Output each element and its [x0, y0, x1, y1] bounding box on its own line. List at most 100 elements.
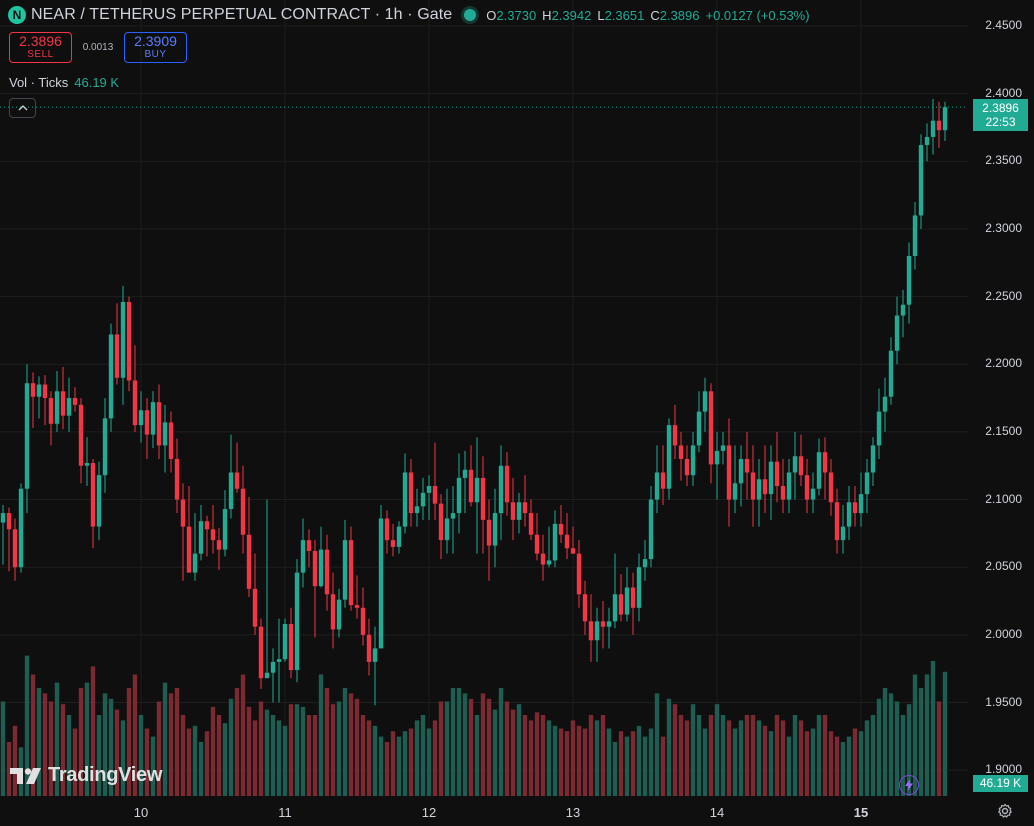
volume-bar — [534, 712, 540, 796]
candle-body — [132, 380, 138, 426]
candle-body — [810, 488, 816, 500]
volume-bar — [426, 728, 432, 796]
volume-bar — [84, 682, 90, 796]
candle-body — [288, 624, 294, 671]
buy-button[interactable]: 2.3909 BUY — [124, 32, 187, 63]
candle-body — [24, 383, 30, 489]
candle-body — [510, 502, 516, 520]
price-tick: 2.3000 — [985, 220, 1022, 235]
candle-body — [630, 587, 636, 608]
candle-body — [582, 594, 588, 622]
volume-bars — [0, 655, 948, 796]
candle-body — [456, 477, 462, 514]
candle-body — [276, 659, 282, 662]
time-tick: 13 — [565, 805, 581, 820]
candle-body — [756, 479, 762, 500]
settings-gear-icon[interactable] — [997, 803, 1013, 819]
candle-body — [798, 456, 804, 476]
volume-bar — [180, 715, 186, 796]
candle-body — [156, 402, 162, 446]
volume-bar — [888, 693, 894, 796]
volume-bar — [168, 693, 174, 796]
current-price-value: 2.3896 — [982, 101, 1019, 115]
volume-bar — [336, 701, 342, 796]
ohlc-close: C2.3896 — [650, 7, 700, 23]
candle-body — [144, 410, 150, 435]
candle-body — [30, 383, 36, 397]
volume-bar — [672, 704, 678, 796]
volume-bar — [654, 693, 660, 796]
candle-body — [246, 534, 252, 589]
candle-body — [570, 548, 576, 554]
symbol-title[interactable]: NEAR / TETHERUS PERPETUAL CONTRACT · 1h … — [31, 6, 453, 23]
volume-bar — [726, 720, 732, 796]
candle-body — [894, 315, 900, 351]
candle-body — [348, 540, 354, 606]
candle-body — [528, 513, 534, 535]
volume-bar — [522, 715, 528, 796]
time-tick: 10 — [133, 805, 149, 820]
lightning-button[interactable] — [899, 775, 919, 795]
candle-body — [474, 477, 480, 503]
volume-bar — [210, 706, 216, 796]
volume-bar — [366, 720, 372, 796]
time-tick: 14 — [709, 805, 725, 820]
candle-body — [792, 456, 798, 473]
volume-bar — [342, 688, 348, 796]
volume-bar — [876, 698, 882, 796]
candle-body — [372, 648, 378, 662]
sell-button[interactable]: 2.3896 SELL — [9, 32, 72, 63]
volume-bar — [762, 725, 768, 796]
candle-body — [282, 624, 288, 660]
candle-body — [804, 475, 810, 500]
candle-body — [84, 463, 90, 466]
volume-bar — [858, 731, 864, 796]
candle-body — [96, 475, 102, 527]
candle-body — [306, 540, 312, 551]
volume-bar — [246, 706, 252, 796]
candle-body — [12, 529, 18, 568]
volume-value: 46.19 K — [74, 75, 120, 90]
candle-body — [750, 472, 756, 500]
volume-bar — [228, 698, 234, 796]
sell-label: SELL — [27, 49, 54, 60]
volume-bar — [468, 698, 474, 796]
volume-bar — [720, 715, 726, 796]
ohlc-low: L2.3651 — [597, 7, 645, 23]
volume-bar — [492, 709, 498, 796]
buy-price: 2.3909 — [134, 33, 177, 49]
candle-body — [732, 483, 738, 500]
volume-bar — [792, 715, 798, 796]
candle-body — [354, 605, 360, 608]
volume-bar — [450, 688, 456, 796]
collapse-legend-button[interactable] — [9, 98, 36, 118]
volume-bar — [126, 688, 132, 796]
candle-body — [678, 445, 684, 459]
candle-body — [384, 518, 390, 541]
candle-body — [870, 445, 876, 473]
candle-body — [666, 425, 672, 489]
candle-body — [840, 526, 846, 541]
candle-body — [942, 107, 948, 131]
candle-body — [402, 472, 408, 527]
candle-body — [48, 398, 54, 424]
candle-body — [768, 461, 774, 495]
volume-bar — [588, 715, 594, 796]
volume-legend[interactable]: Vol · Ticks 46.19 K — [9, 75, 119, 90]
volume-bar — [6, 742, 12, 796]
candle-body — [468, 469, 474, 503]
candle-body — [660, 472, 666, 489]
price-tick: 2.0000 — [985, 626, 1022, 641]
candle-body — [594, 621, 600, 641]
volume-bar — [624, 736, 630, 796]
candle-body — [618, 594, 624, 615]
candle-body — [564, 534, 570, 549]
time-tick: 15 — [853, 805, 869, 820]
volume-bar — [438, 701, 444, 796]
volume-bar — [96, 715, 102, 796]
volume-bar — [828, 731, 834, 796]
volume-bar — [942, 671, 948, 796]
tradingview-logo[interactable]: TradingView — [10, 764, 162, 787]
volume-bar — [744, 715, 750, 796]
